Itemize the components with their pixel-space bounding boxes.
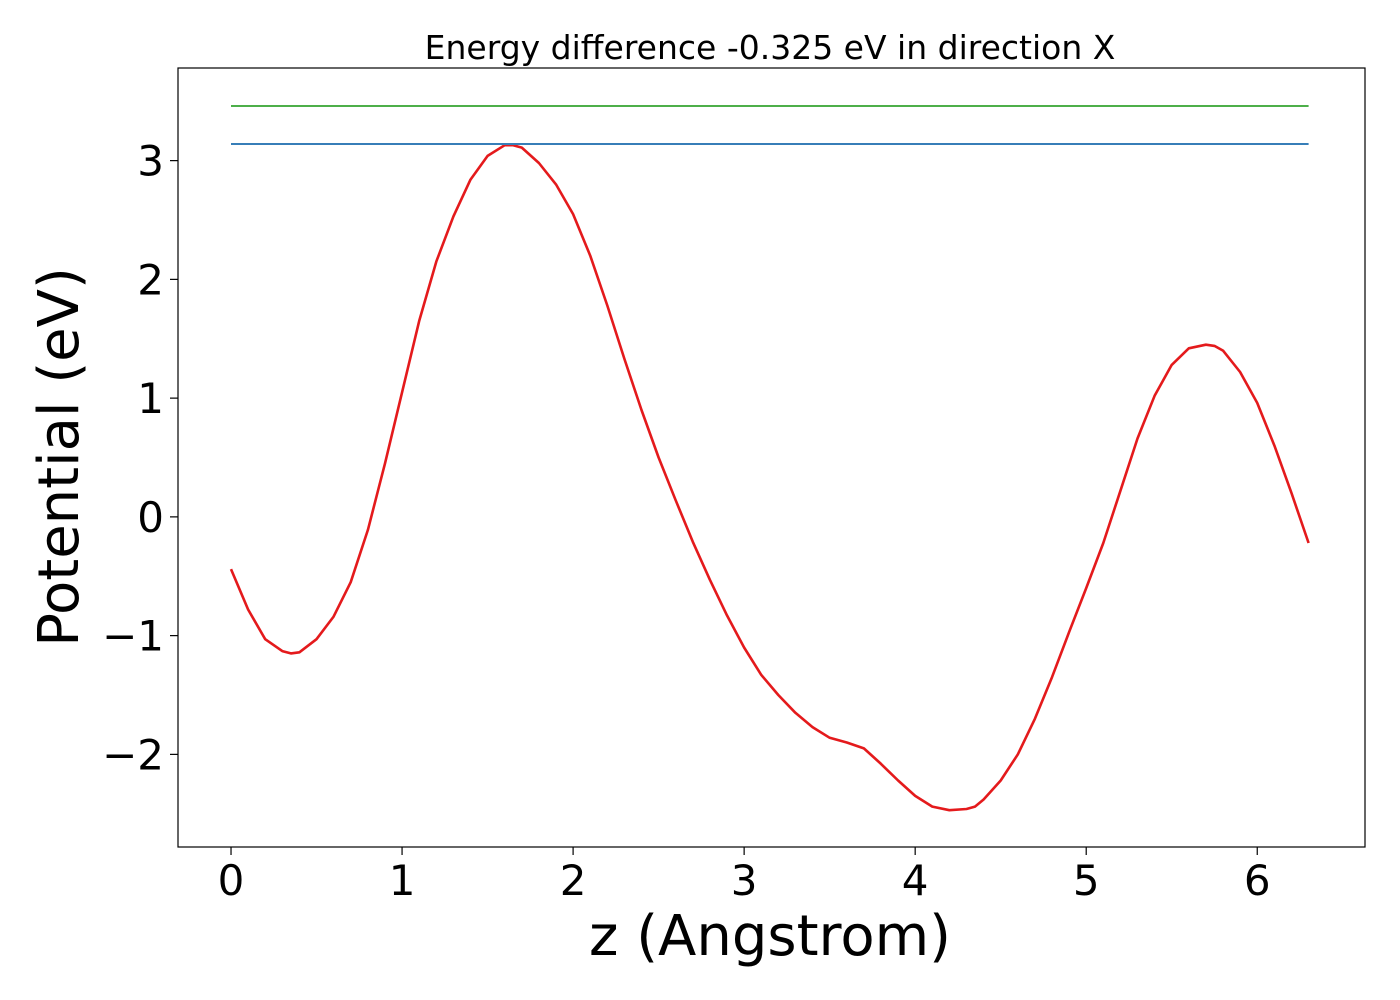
x-tick-label: 5 (1073, 856, 1100, 905)
y-axis: −2 −1 0 1 2 3 (102, 137, 178, 779)
y-tick-label: −2 (102, 730, 164, 779)
x-tick-label: 0 (218, 856, 245, 905)
x-tick-label: 3 (731, 856, 758, 905)
plot-frame (177, 67, 1366, 848)
x-tick-label: 4 (902, 856, 929, 905)
chart-title: Energy difference -0.325 eV in direction… (425, 28, 1116, 67)
y-axis-label: Potential (eV) (27, 267, 92, 647)
x-tick-label: 2 (560, 856, 587, 905)
x-tick-label: 1 (389, 856, 416, 905)
series-line-1 (229, 143, 1310, 812)
y-tick-label: 2 (137, 255, 164, 304)
series-layer (229, 105, 1310, 812)
x-axis-label: z (Angstrom) (589, 904, 951, 969)
y-tick-label: 0 (137, 493, 164, 542)
x-axis: 0 1 2 3 4 5 6 (218, 847, 1271, 905)
x-tick-label: 6 (1244, 856, 1271, 905)
y-tick-label: 3 (137, 137, 164, 186)
y-tick-label: 1 (137, 374, 164, 423)
y-tick-label: −1 (102, 612, 164, 661)
